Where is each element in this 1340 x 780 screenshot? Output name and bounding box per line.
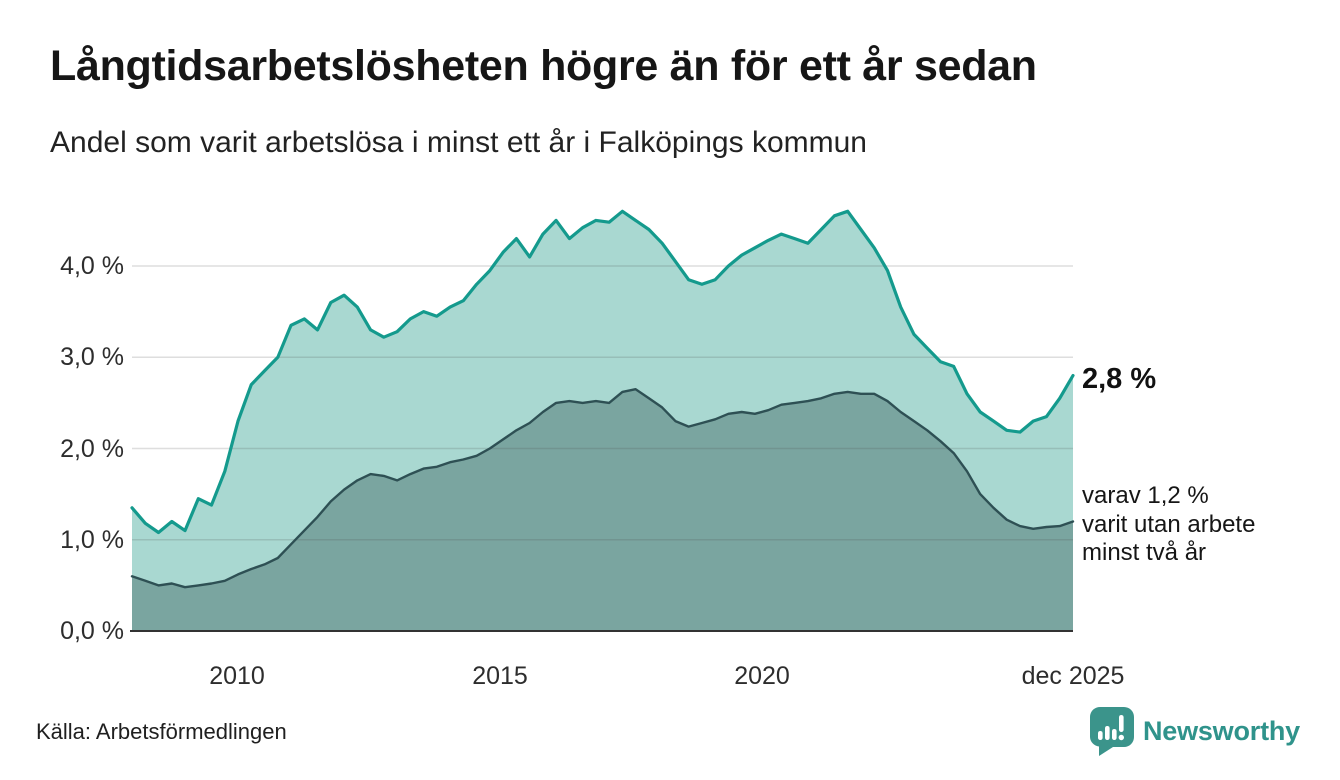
exclamation-dot	[1118, 734, 1124, 741]
newsworthy-logo: Newsworthy	[1089, 706, 1300, 756]
y-tick-label: 2,0 %	[60, 434, 124, 463]
two-year-annotation: varav 1,2 % varit utan arbete minst två …	[1082, 482, 1255, 568]
y-tick-label: 1,0 %	[60, 525, 124, 554]
newsworthy-wordmark: Newsworthy	[1142, 715, 1300, 746]
y-tick-label: 0,0 %	[60, 617, 124, 645]
x-tick-label: 2020	[734, 662, 790, 690]
y-tick-label: 3,0 %	[60, 343, 124, 372]
two-year-annotation-line: minst två år	[1082, 539, 1207, 566]
x-tick-label: dec 2025	[1021, 662, 1125, 690]
source-credit: Källa: Arbetsförmedlingen	[36, 719, 287, 744]
chart-title: Långtidsarbetslösheten högre än för ett …	[50, 42, 1037, 90]
latest-value-label: 2,8 %	[1082, 363, 1157, 395]
bar-small	[1097, 731, 1103, 740]
bar-tall	[1111, 729, 1117, 740]
two-year-annotation-line: varit utan arbete	[1082, 510, 1256, 538]
bar-medium	[1104, 726, 1110, 740]
chart-subtitle: Andel som varit arbetslösa i minst ett å…	[50, 126, 867, 159]
x-tick-label: 2015	[472, 662, 528, 690]
x-tick-label: 2010	[209, 662, 265, 690]
newsworthy-logo-icon	[1089, 706, 1134, 756]
y-tick-label: 4,0 %	[60, 252, 124, 280]
exclamation-bar	[1118, 715, 1124, 732]
two-year-annotation-line: varav 1,2 %	[1082, 482, 1209, 509]
